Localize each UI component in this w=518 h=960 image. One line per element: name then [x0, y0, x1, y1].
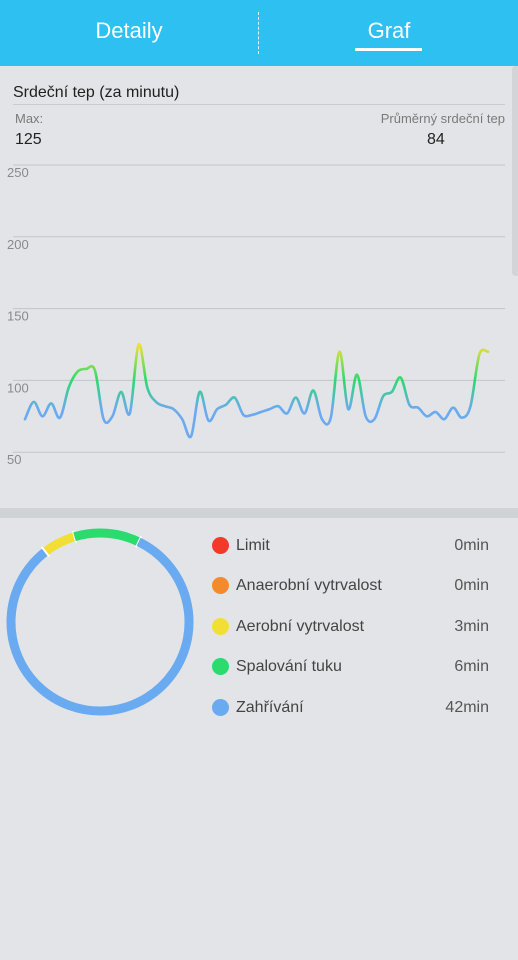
- zone-dot-limit: [212, 537, 229, 554]
- scroll-handle[interactable]: [512, 66, 518, 276]
- y-tick-label: 200: [7, 237, 29, 252]
- zone-dot-aerobic: [212, 618, 229, 635]
- zone-row-fat-burn: Spalování tuku 6min: [212, 656, 492, 680]
- heart-rate-line: [23, 343, 490, 439]
- y-tick-label: 150: [7, 309, 29, 324]
- zone-dot-anaerobic: [212, 577, 229, 594]
- zone-label: Limit: [236, 537, 270, 554]
- zone-donut-chart: [6, 528, 194, 716]
- section-separator: [0, 508, 518, 518]
- active-tab-indicator: [355, 48, 422, 51]
- donut-separator: [40, 546, 50, 558]
- max-label: Max:: [15, 111, 44, 126]
- donut-separator: [71, 530, 78, 543]
- zone-dot-warmup: [212, 699, 229, 716]
- donut-segment: [73, 528, 141, 546]
- average-label: Průměrný srdeční tep: [380, 111, 505, 126]
- zone-label: Anaerobní vytrvalost: [236, 577, 382, 594]
- top-tab-bar: Detaily Graf: [0, 0, 518, 66]
- zone-time: 0min: [454, 537, 489, 554]
- heart-rate-chart: 5010015020025005101520253035404550: [7, 164, 505, 467]
- zone-time: 42min: [445, 699, 489, 716]
- tab-graf[interactable]: Graf: [367, 18, 411, 43]
- max-value: 125: [15, 131, 42, 148]
- zone-row-aerobic: Aerobní vytrvalost 3min: [212, 616, 492, 640]
- zone-row-warmup: Zahřívání 42min: [212, 697, 492, 721]
- zone-row-anaerobic: Anaerobní vytrvalost 0min: [212, 575, 492, 599]
- zone-time: 0min: [454, 577, 489, 594]
- average-value: 84: [427, 131, 445, 148]
- donut-segment: [42, 532, 76, 556]
- tab-detaily[interactable]: Detaily: [95, 18, 163, 43]
- zone-label: Zahřívání: [236, 699, 304, 716]
- zone-time: 3min: [454, 618, 489, 635]
- title-divider: [13, 104, 505, 105]
- zone-label: Spalování tuku: [236, 658, 342, 675]
- chart-title: Srdeční tep (za minutu): [13, 84, 180, 101]
- y-tick-label: 250: [7, 165, 29, 180]
- zone-row-limit: Limit 0min: [212, 535, 492, 559]
- y-tick-label: 100: [7, 380, 29, 395]
- y-tick-label: 50: [7, 452, 21, 467]
- donut-separator: [135, 535, 143, 548]
- zone-time: 6min: [454, 658, 489, 675]
- zone-label: Aerobní vytrvalost: [236, 618, 365, 635]
- zone-dot-fat-burn: [212, 658, 229, 675]
- tab-divider: [258, 12, 259, 54]
- donut-segment: [6, 537, 194, 716]
